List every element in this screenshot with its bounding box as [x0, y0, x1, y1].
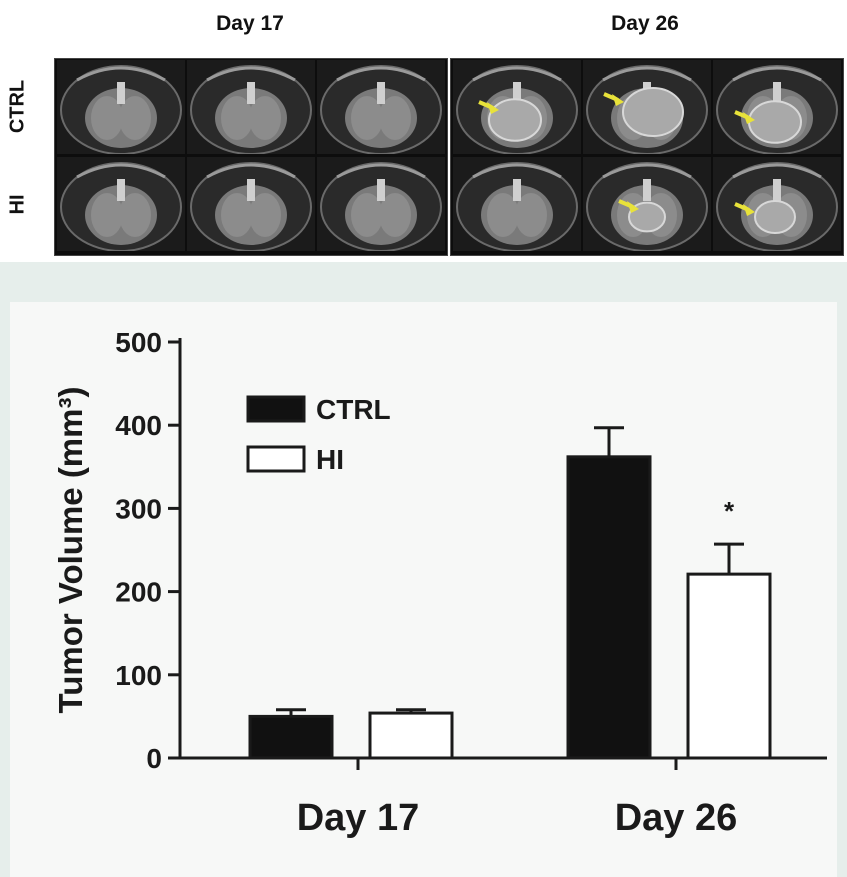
column-header-day-26: Day 26	[611, 12, 679, 35]
y-axis-title: Tumor Volume (mm³)	[52, 387, 89, 714]
error-bar	[396, 708, 426, 714]
bar-ctrl-day-17	[248, 714, 334, 760]
y-tick-label: 300	[115, 493, 162, 524]
legend-label-hi: HI	[316, 444, 344, 475]
error-bar	[714, 542, 744, 575]
x-category-label: Day 26	[615, 797, 738, 839]
mri-scan-image	[187, 60, 315, 154]
column-header-day-17: Day 17	[216, 12, 284, 35]
mri-scan-image	[317, 60, 445, 154]
mri-scan-image	[57, 157, 185, 251]
mri-scan-image	[187, 157, 315, 251]
error-bar	[276, 708, 306, 717]
significance-marker: *	[724, 496, 735, 526]
y-tick-label: 0	[146, 743, 162, 774]
mri-scan-image	[713, 60, 841, 154]
legend-swatch-ctrl	[246, 395, 306, 423]
y-tick-label: 400	[115, 410, 162, 441]
mri-panel: Day 17 Day 26 CTRL HI	[0, 0, 847, 262]
mri-scan-image	[453, 157, 581, 251]
y-tick-label: 200	[115, 577, 162, 608]
mri-scan-image	[453, 60, 581, 154]
bar-hi-day-17	[368, 711, 454, 760]
mri-scan-image	[713, 157, 841, 251]
legend-label-ctrl: CTRL	[316, 394, 391, 425]
legend-swatch-hi	[246, 445, 306, 473]
mri-scan-image	[317, 157, 445, 251]
y-tick-label: 500	[115, 327, 162, 358]
x-category-label: Day 17	[297, 797, 420, 839]
mri-scan-image	[57, 60, 185, 154]
bar-chart: 0 100 200 300 400 500 Tumor Volume (mm³) * Day 1…	[52, 327, 827, 839]
error-bar	[594, 426, 624, 457]
mri-scan-image	[583, 60, 711, 154]
bar-hi-day-26	[686, 572, 772, 760]
bar-ctrl-day-26	[566, 455, 652, 760]
row-header-hi: HI	[6, 194, 29, 215]
y-tick-label: 100	[115, 660, 162, 691]
mri-scan-image	[583, 157, 711, 251]
chart-panel: 0 100 200 300 400 500 Tumor Volume (mm³) * Day 1…	[10, 302, 837, 877]
row-header-ctrl: CTRL	[6, 79, 29, 134]
